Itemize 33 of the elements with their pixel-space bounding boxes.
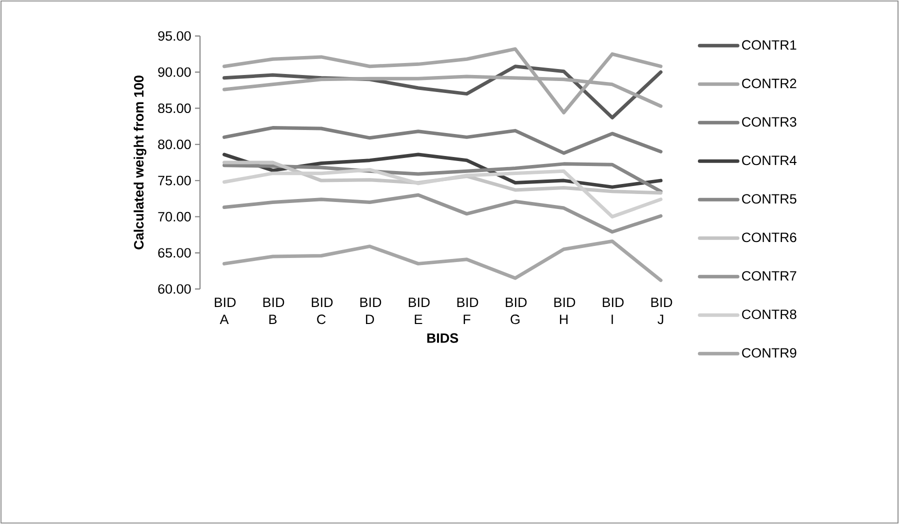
legend-label: CONTR7 xyxy=(742,271,796,281)
x-tick-label: BID I xyxy=(602,298,624,324)
y-tick-label: 70.00 xyxy=(158,212,191,222)
line-series xyxy=(222,126,663,155)
legend-label: CONTR4 xyxy=(742,156,796,166)
y-tick-label: 75.00 xyxy=(158,176,191,186)
y-tick-label: 95.00 xyxy=(158,31,191,41)
x-tick-label: BID C xyxy=(312,298,333,324)
legend-label: CONTR5 xyxy=(742,194,796,204)
line-series xyxy=(222,193,663,234)
x-tick-label: BID F xyxy=(457,298,478,324)
x-axis-title: BIDS xyxy=(427,333,458,343)
legend-label: CONTR6 xyxy=(742,232,796,242)
y-tick-label: 85.00 xyxy=(158,104,191,114)
line-series xyxy=(222,240,663,282)
y-tick-label: 60.00 xyxy=(158,284,191,294)
y-axis-title: Calculated weight from 100 xyxy=(134,76,146,250)
y-tick-label: 90.00 xyxy=(158,67,191,77)
legend-label: CONTR1 xyxy=(742,40,796,50)
x-tick-label: BID A xyxy=(214,298,236,324)
x-tick-label: BID J xyxy=(651,298,672,324)
legend-label: CONTR9 xyxy=(742,348,796,358)
x-tick-label: BID B xyxy=(263,298,284,324)
x-tick-label: BID H xyxy=(554,298,576,324)
x-tick-label: BID G xyxy=(506,298,527,324)
y-tick-label: 80.00 xyxy=(158,140,191,150)
x-tick-label: BID E xyxy=(408,298,430,324)
line-series xyxy=(222,47,663,114)
legend-label: CONTR3 xyxy=(742,117,796,127)
legend-label: CONTR8 xyxy=(742,310,796,320)
legend-label: CONTR2 xyxy=(742,78,796,88)
y-tick-label: 65.00 xyxy=(158,248,191,258)
x-tick-label: BID D xyxy=(360,298,382,324)
